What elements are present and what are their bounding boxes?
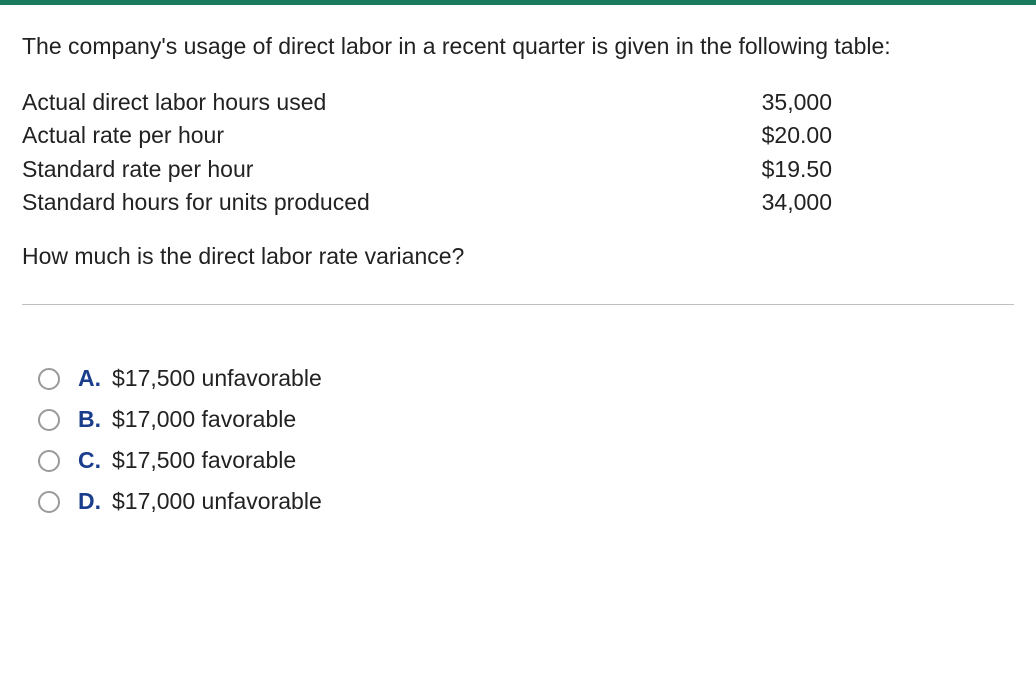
row-label: Actual direct labor hours used [22, 86, 702, 119]
data-table: Actual direct labor hours used 35,000 Ac… [22, 86, 1014, 219]
option-c[interactable]: C. $17,500 favorable [38, 447, 1014, 474]
table-row: Standard rate per hour $19.50 [22, 153, 1014, 186]
radio-icon[interactable] [38, 450, 60, 472]
section-divider [22, 304, 1014, 305]
option-b[interactable]: B. $17,000 favorable [38, 406, 1014, 433]
option-letter: D. [78, 488, 112, 515]
option-letter: B. [78, 406, 112, 433]
option-text: $17,000 favorable [112, 406, 296, 433]
option-text: $17,500 favorable [112, 447, 296, 474]
table-row: Actual direct labor hours used 35,000 [22, 86, 1014, 119]
row-label: Standard hours for units produced [22, 186, 702, 219]
option-letter: A. [78, 365, 112, 392]
row-value: 34,000 [702, 186, 832, 219]
radio-icon[interactable] [38, 491, 60, 513]
table-row: Actual rate per hour $20.00 [22, 119, 1014, 152]
row-value: 35,000 [702, 86, 832, 119]
table-row: Standard hours for units produced 34,000 [22, 186, 1014, 219]
row-value: $20.00 [702, 119, 832, 152]
answer-options: A. $17,500 unfavorable B. $17,000 favora… [22, 365, 1014, 515]
option-letter: C. [78, 447, 112, 474]
question-content: The company's usage of direct labor in a… [0, 5, 1036, 569]
row-label: Actual rate per hour [22, 119, 702, 152]
row-value: $19.50 [702, 153, 832, 186]
intro-text: The company's usage of direct labor in a… [22, 31, 1014, 62]
radio-icon[interactable] [38, 409, 60, 431]
question-text: How much is the direct labor rate varian… [22, 243, 1014, 270]
option-d[interactable]: D. $17,000 unfavorable [38, 488, 1014, 515]
option-text: $17,500 unfavorable [112, 365, 322, 392]
radio-icon[interactable] [38, 368, 60, 390]
row-label: Standard rate per hour [22, 153, 702, 186]
option-text: $17,000 unfavorable [112, 488, 322, 515]
option-a[interactable]: A. $17,500 unfavorable [38, 365, 1014, 392]
